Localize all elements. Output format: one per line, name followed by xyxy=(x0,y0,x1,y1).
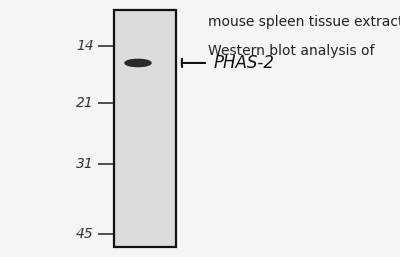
Text: mouse spleen tissue extract,: mouse spleen tissue extract, xyxy=(208,15,400,29)
Text: 21: 21 xyxy=(76,96,94,110)
Text: Western blot analysis of: Western blot analysis of xyxy=(208,44,374,58)
Bar xyxy=(114,10,176,247)
Text: 31: 31 xyxy=(76,158,94,171)
Text: 14: 14 xyxy=(76,39,94,53)
Text: PHAS-2: PHAS-2 xyxy=(214,54,275,72)
Text: 45: 45 xyxy=(76,227,94,241)
Ellipse shape xyxy=(125,59,151,67)
